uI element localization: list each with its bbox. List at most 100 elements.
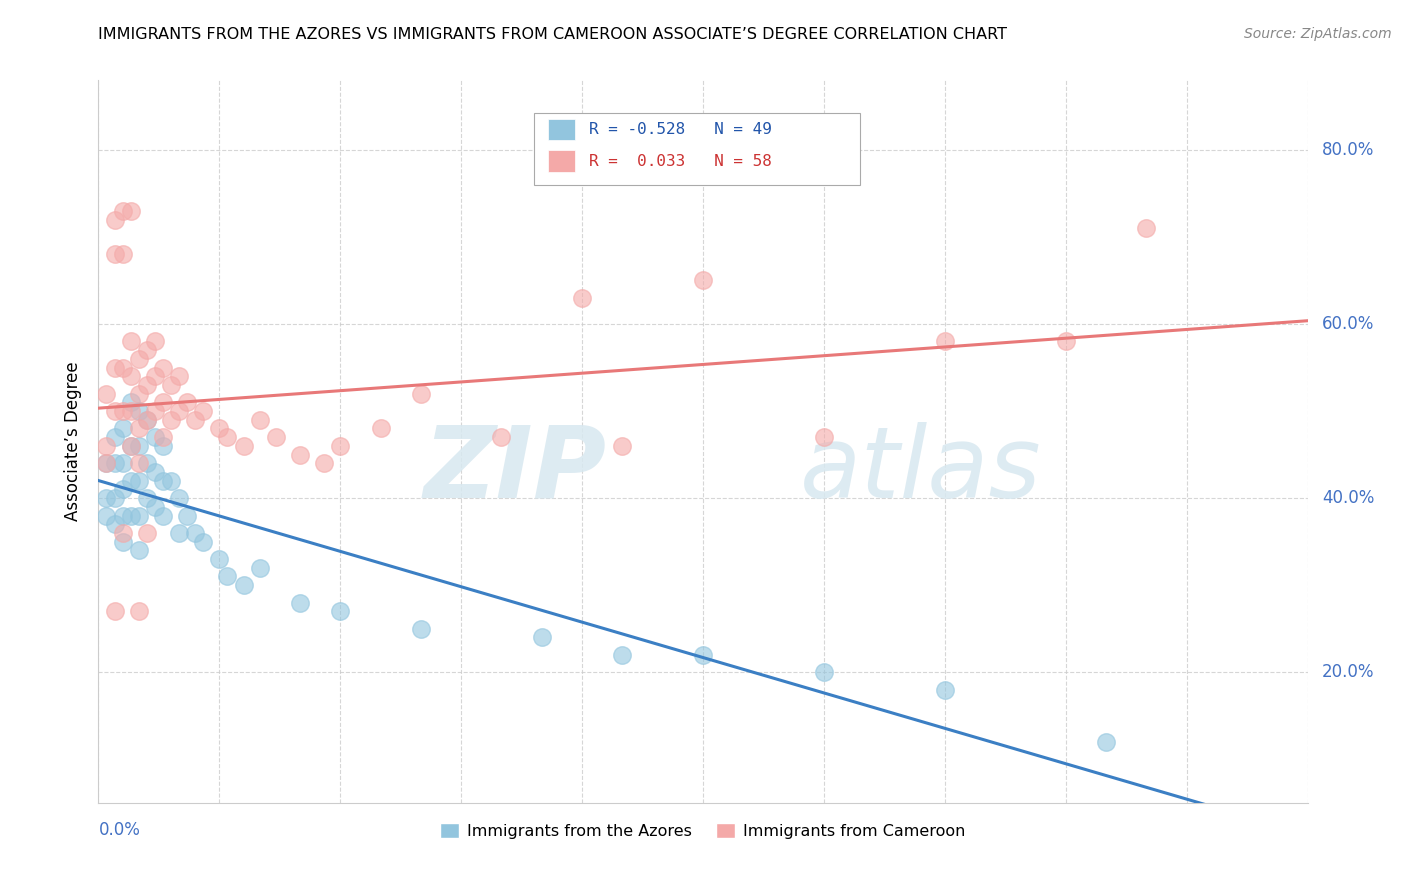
Point [135,413,157,427]
Point [135,343,157,358]
Point [1095,735,1118,749]
Point [120,334,142,349]
Point [1135,221,1157,235]
Point [128,604,150,618]
Point [103,456,125,470]
Point [934,334,956,349]
Point [409,622,432,636]
Point [217,430,239,444]
FancyBboxPatch shape [534,112,860,185]
Point [176,395,198,409]
Point [176,508,198,523]
Point [152,508,174,523]
Text: 20.0%: 20.0% [1322,664,1375,681]
Point [103,247,125,261]
Point [152,430,174,444]
Text: Source: ZipAtlas.com: Source: ZipAtlas.com [1244,27,1392,41]
Point [152,474,174,488]
Point [135,491,157,505]
Point [96,508,118,523]
Point [491,430,513,444]
Point [128,508,150,523]
Point [612,439,634,453]
Text: 0.0%: 0.0% [98,821,141,838]
Text: IMMIGRANTS FROM THE AZORES VS IMMIGRANTS FROM CAMEROON ASSOCIATE’S DEGREE CORREL: IMMIGRANTS FROM THE AZORES VS IMMIGRANTS… [98,27,1008,42]
FancyBboxPatch shape [548,119,575,140]
FancyBboxPatch shape [548,151,575,172]
Point [111,421,134,435]
Point [934,682,956,697]
Point [813,665,835,680]
Point [128,439,150,453]
Point [111,456,134,470]
Point [120,404,142,418]
Point [111,203,134,218]
Y-axis label: Associate’s Degree: Associate’s Degree [65,362,83,521]
Text: R = -0.528   N = 49: R = -0.528 N = 49 [589,122,772,136]
Point [152,360,174,375]
Point [111,247,134,261]
Point [135,378,157,392]
Point [160,474,183,488]
Text: 60.0%: 60.0% [1322,315,1375,333]
Point [167,369,190,384]
Point [152,439,174,453]
Point [96,491,118,505]
Point [232,578,254,592]
Point [128,351,150,366]
Point [184,525,207,540]
Point [612,648,634,662]
Point [288,448,311,462]
Point [135,456,157,470]
Point [160,378,183,392]
Text: 40.0%: 40.0% [1322,489,1375,508]
Point [143,404,166,418]
Point [103,212,125,227]
Point [193,534,215,549]
Point [329,604,352,618]
Point [692,273,714,287]
Point [103,604,125,618]
Point [264,430,287,444]
Point [96,456,118,470]
Point [111,508,134,523]
Point [1054,334,1077,349]
Point [167,491,190,505]
Point [111,525,134,540]
Point [103,404,125,418]
Point [111,360,134,375]
Point [409,386,432,401]
Point [152,395,174,409]
Point [232,439,254,453]
Point [208,421,231,435]
Point [249,413,271,427]
Point [103,430,125,444]
Point [167,525,190,540]
Point [314,456,336,470]
Point [128,456,150,470]
Point [120,439,142,453]
Point [143,369,166,384]
Legend: Immigrants from the Azores, Immigrants from Cameroon: Immigrants from the Azores, Immigrants f… [434,817,972,846]
Point [143,465,166,479]
Point [96,456,118,470]
Point [103,517,125,532]
Point [370,421,392,435]
Point [135,413,157,427]
Point [96,386,118,401]
Point [120,395,142,409]
Point [96,439,118,453]
Point [128,421,150,435]
Point [329,439,352,453]
Point [128,386,150,401]
Text: atlas: atlas [800,422,1042,519]
Point [143,500,166,514]
Point [288,596,311,610]
Point [813,430,835,444]
Point [120,508,142,523]
Point [184,413,207,427]
Point [160,413,183,427]
Point [143,334,166,349]
Point [208,552,231,566]
Text: ZIP: ZIP [423,422,606,519]
